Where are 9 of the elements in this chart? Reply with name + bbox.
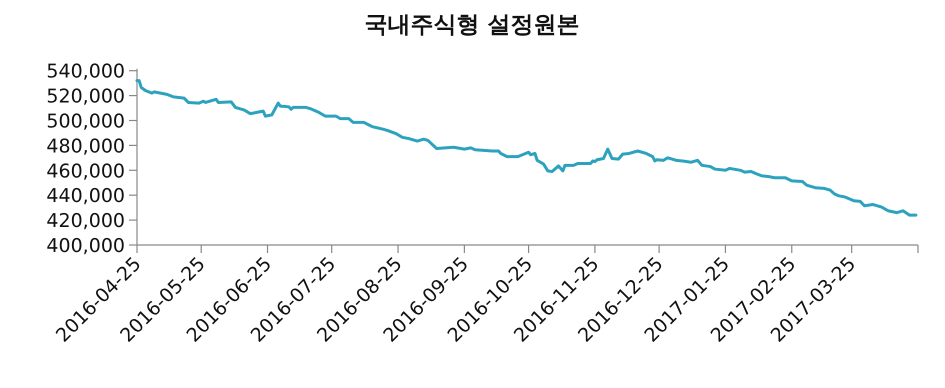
y-tick-label: 400,000 <box>46 235 125 257</box>
y-tick-label: 440,000 <box>46 185 125 208</box>
y-tick-label: 520,000 <box>46 86 125 108</box>
y-tick-label: 540,000 <box>46 60 125 83</box>
y-tick-label: 420,000 <box>46 210 125 232</box>
y-tick-label: 500,000 <box>46 110 125 132</box>
chart-title: 국내주식형 설정원본 <box>364 12 580 38</box>
y-tick-label: 480,000 <box>46 135 125 158</box>
y-tick-label: 460,000 <box>46 160 125 182</box>
